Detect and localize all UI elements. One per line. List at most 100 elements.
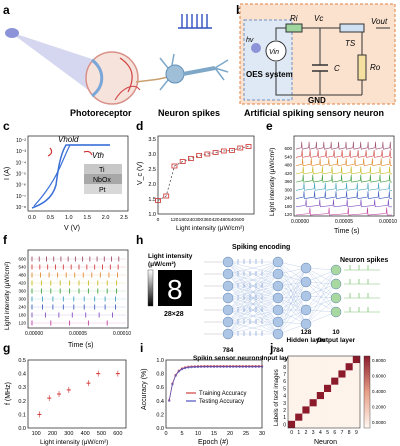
panel-d-trend <box>157 146 249 201</box>
j-ytick-label: 3 <box>283 401 286 407</box>
network-neuron <box>300 276 312 288</box>
j-xtick-label: 0 <box>290 430 293 436</box>
d-xtick-label: 300 <box>195 217 203 223</box>
j-cell <box>309 413 317 421</box>
j-cell <box>302 363 310 371</box>
j-cell <box>316 392 324 400</box>
threshold-arrow-icon <box>83 150 93 156</box>
network-connection <box>305 269 337 325</box>
j-cell <box>331 370 339 378</box>
j-colorbar-tick: 0.4000 <box>372 389 386 394</box>
e-trace <box>295 149 393 158</box>
light-icon <box>251 43 261 53</box>
hv-label: hv <box>246 37 254 44</box>
j-cell <box>309 363 317 371</box>
network-connection <box>305 269 337 297</box>
j-cell <box>302 377 310 385</box>
c-ytick-label: 10⁻³ <box>16 149 26 155</box>
network-connection <box>227 321 279 335</box>
j-xtick-label: 2 <box>305 430 308 436</box>
spiking-encoding-label: Spiking encoding <box>232 244 290 251</box>
panel-g-points <box>37 370 120 418</box>
panel-b: b Ri Vc TS Vout C Ro Vin hv OES system G… <box>236 3 396 118</box>
j-cell <box>316 377 324 385</box>
network-neuron <box>300 318 312 330</box>
j-cell <box>352 413 360 421</box>
c-xtick-label: 2.0 <box>102 215 110 221</box>
network-neuron <box>272 328 284 340</box>
network-connection <box>277 261 307 283</box>
d-point <box>237 145 244 151</box>
panel-j-axes <box>287 355 361 429</box>
network-neuron <box>272 280 284 292</box>
network-connection <box>277 267 307 311</box>
j-cell <box>331 356 339 364</box>
col1-label: Input layer <box>262 355 295 362</box>
network-neuron <box>222 292 234 304</box>
network-neuron <box>222 328 234 340</box>
panel-d-x-ticks: 0 120 180 240 300 360 420 480 540 600 <box>157 217 245 223</box>
network-neuron <box>330 264 342 276</box>
c-ytick-label: 10⁻⁴ <box>16 160 26 166</box>
j-cell <box>288 370 296 378</box>
d-point <box>188 156 194 161</box>
j-cell <box>295 392 303 400</box>
network-connection <box>277 273 307 311</box>
panel-d: d 1.0 1.5 2.0 2.5 3.0 3.5 0 120 180 240 300 360 420… <box>136 119 255 232</box>
e-trace <box>295 207 392 216</box>
neuron-spikes-label: Neuron spikes <box>158 108 220 118</box>
network-neuron <box>300 262 312 274</box>
i-ytick-label: 0.8 <box>156 372 164 378</box>
i-ytick-label: 1.0 <box>156 358 164 364</box>
network-connection <box>227 261 279 299</box>
j-cell <box>295 370 303 378</box>
f-ytick-label: 480 <box>18 273 26 278</box>
ts-label: TS <box>345 39 356 48</box>
j-cell <box>338 420 346 428</box>
j-cell <box>309 420 317 428</box>
network-neuron <box>272 316 284 328</box>
e-ytick-label: 240 <box>284 196 292 201</box>
j-cell <box>295 363 303 371</box>
j-cell <box>345 420 353 428</box>
j-ytick-label: 8 <box>283 365 286 371</box>
panel-g-ylabel: f (MHz) <box>5 382 12 405</box>
panel-d-ylabel: V_c (V) <box>137 162 144 185</box>
j-cell <box>338 399 346 407</box>
d-xtick-label: 360 <box>203 217 211 223</box>
panel-f-x-ticks: 0.00000 0.00005 0.00010 <box>25 331 131 337</box>
panel-i-lines <box>168 364 264 402</box>
g-xtick-label: 200 <box>48 431 57 437</box>
panel-f-ylabel: Light intensity (μW/cm²) <box>4 262 11 330</box>
panel-h: h Light intensity (μW/cm²) Spiking encod… <box>136 233 388 362</box>
e-trace <box>295 174 393 183</box>
f-xtick-label: 0.00005 <box>69 331 87 337</box>
j-cell <box>352 377 360 385</box>
vout-label: Vout <box>371 17 388 26</box>
panel-g-y-ticks: 0.0 0.1 0.2 0.3 0.4 0.5 <box>18 358 26 432</box>
j-cell <box>302 356 310 364</box>
j-cell <box>316 413 324 421</box>
e-ytick-label: 480 <box>284 163 292 168</box>
d-point <box>229 147 235 153</box>
d-point <box>163 193 170 199</box>
j-cell <box>338 370 346 378</box>
network-connection <box>227 261 279 323</box>
panel-g-xlabel: Light intensity (μW/cm²) <box>40 439 108 446</box>
d-ytick-label: 3.5 <box>148 137 156 143</box>
j-cell <box>331 399 339 407</box>
g-ytick-label: 0.5 <box>18 358 26 364</box>
d-point <box>155 198 161 203</box>
j-cell <box>309 377 317 385</box>
j-cell <box>295 384 303 392</box>
vth-label: Vth <box>92 151 105 160</box>
i-xtick-label: 10 <box>195 431 201 437</box>
j-cell <box>331 384 339 392</box>
j-ytick-label: 5 <box>283 386 286 392</box>
e-xtick-label: 0.00005 <box>335 219 353 225</box>
j-cell <box>352 356 360 364</box>
vhold-label: Vhold <box>58 135 79 144</box>
network-connection <box>277 267 307 287</box>
network-neuron <box>222 304 234 316</box>
f-ytick-label: 360 <box>18 289 26 294</box>
